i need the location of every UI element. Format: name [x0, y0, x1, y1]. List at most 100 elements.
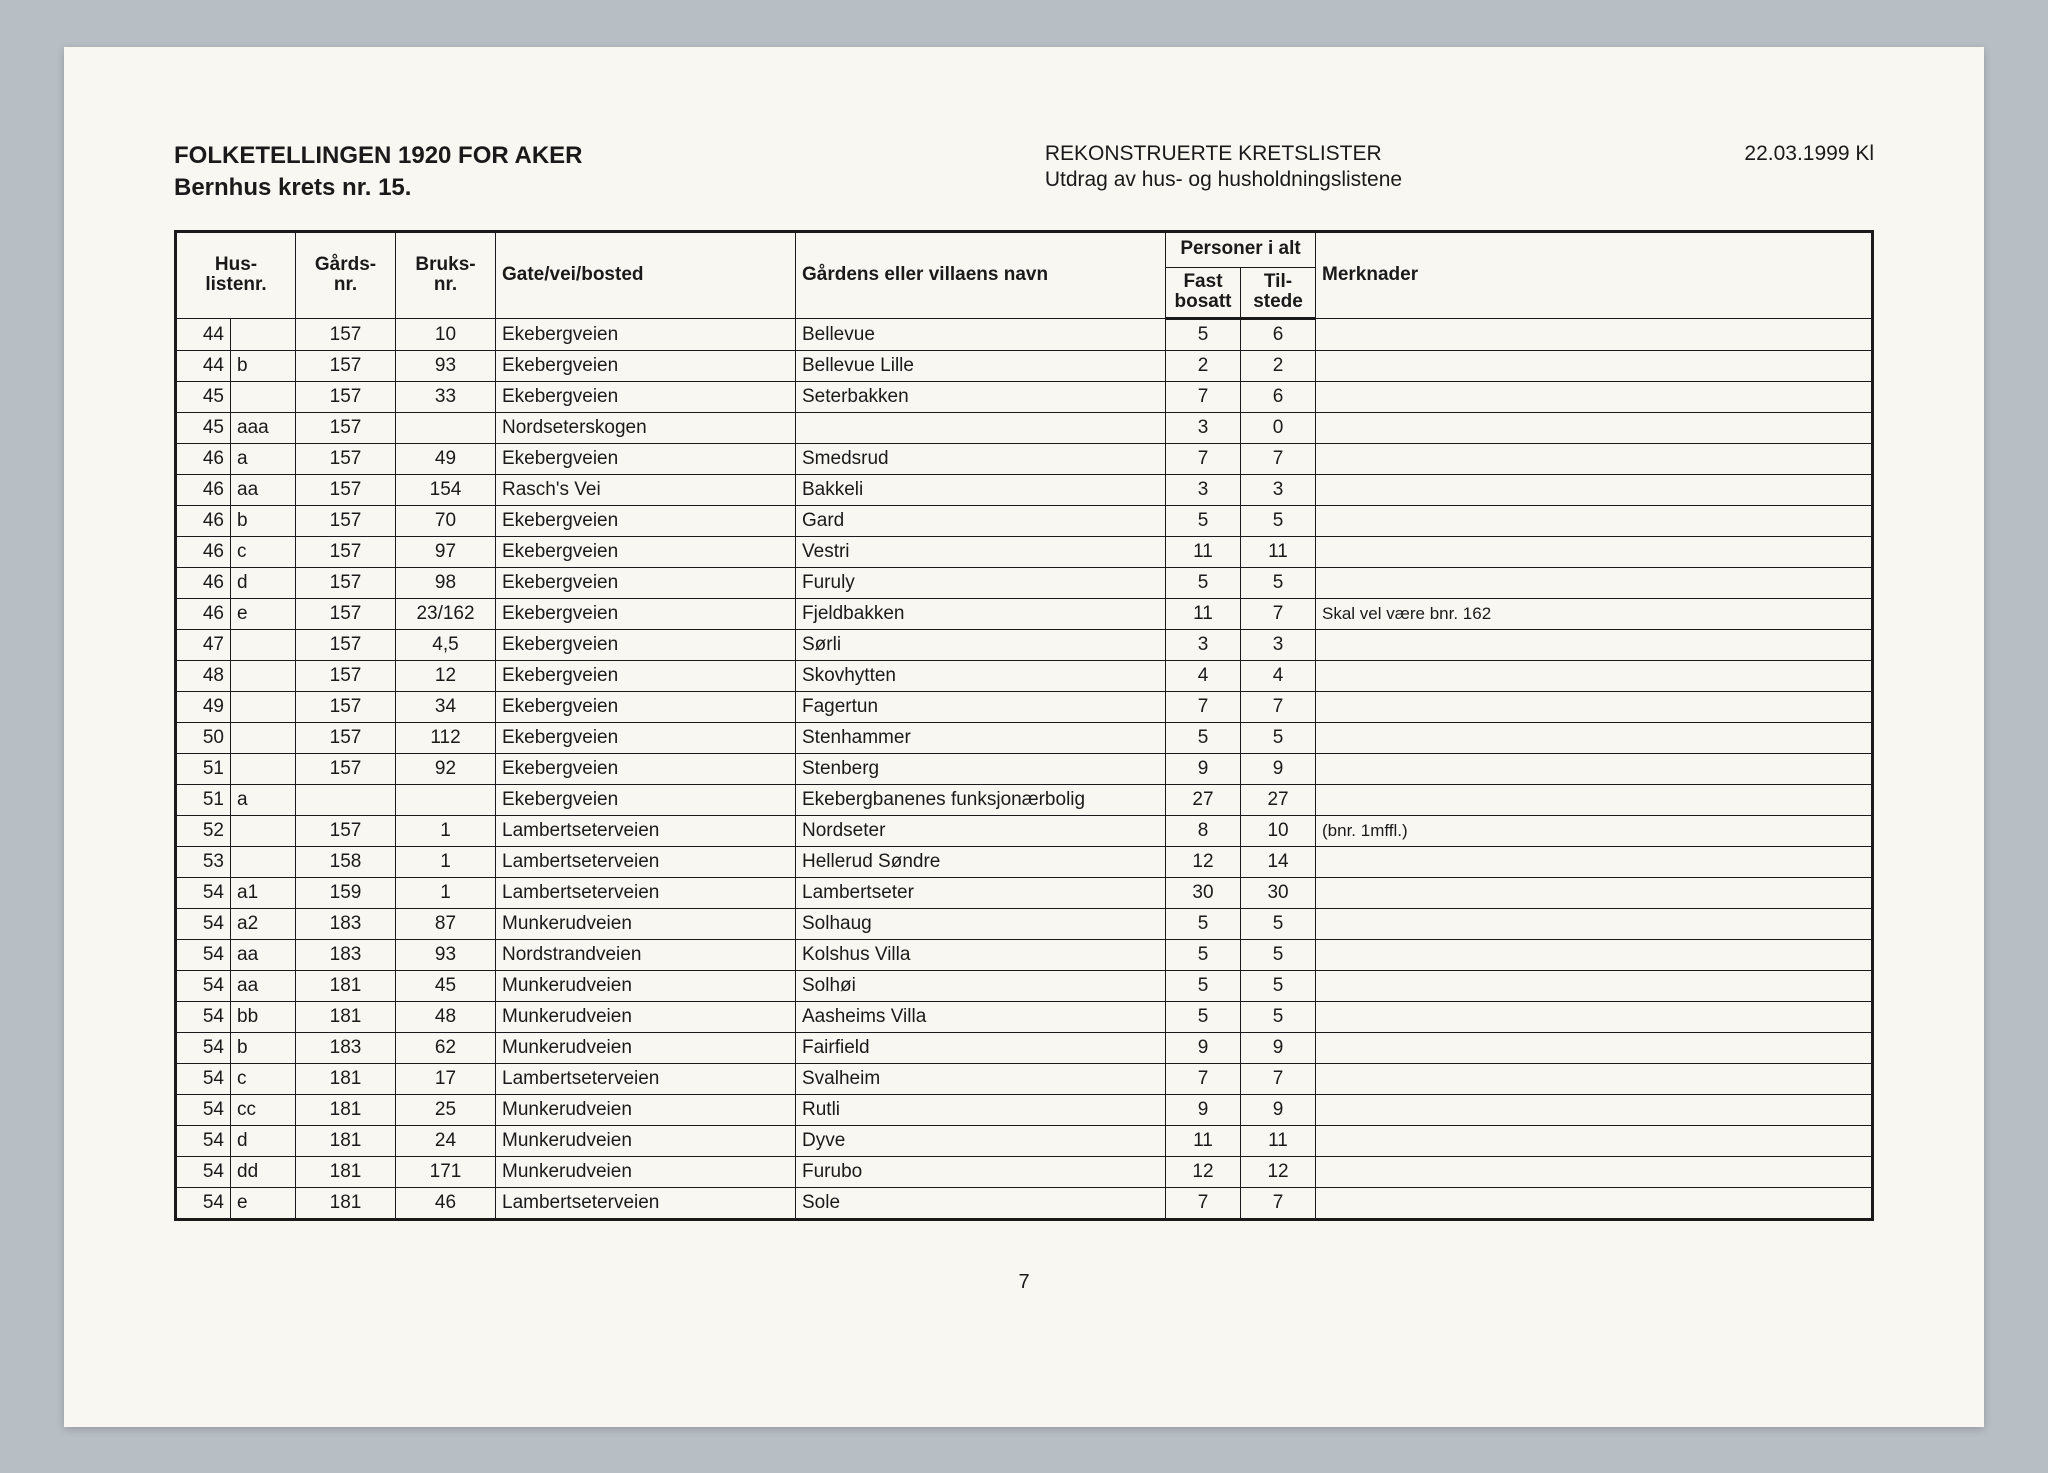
- table-cell: aa: [231, 475, 296, 506]
- table-cell: [231, 723, 296, 754]
- table-cell: [1316, 351, 1873, 382]
- table-cell: aa: [231, 940, 296, 971]
- table-cell: [1316, 940, 1873, 971]
- table-cell: [1316, 785, 1873, 816]
- table-cell: 157: [296, 319, 396, 351]
- table-cell: 54: [176, 940, 231, 971]
- table-cell: 5: [1166, 971, 1241, 1002]
- table-row: 4515733EkebergveienSeterbakken76: [176, 382, 1873, 413]
- table-cell: 0: [1241, 413, 1316, 444]
- table-row: 5115792EkebergveienStenberg99: [176, 754, 1873, 785]
- table-cell: 157: [296, 475, 396, 506]
- table-cell: Lambertseterveien: [496, 1188, 796, 1220]
- table-cell: e: [231, 1188, 296, 1220]
- table-row: 46a15749EkebergveienSmedsrud77: [176, 444, 1873, 475]
- table-cell: 17: [396, 1064, 496, 1095]
- table-cell: Bakkeli: [796, 475, 1166, 506]
- table-row: 54bb18148MunkerudveienAasheims Villa55: [176, 1002, 1873, 1033]
- table-cell: 7: [1166, 444, 1241, 475]
- table-cell: 30: [1241, 878, 1316, 909]
- table-cell: 54: [176, 1064, 231, 1095]
- table-cell: 5: [1166, 723, 1241, 754]
- table-cell: 27: [1166, 785, 1241, 816]
- table-cell: [396, 413, 496, 444]
- table-cell: Munkerudveien: [496, 909, 796, 940]
- table-row: 54a11591LambertseterveienLambertseter303…: [176, 878, 1873, 909]
- table-cell: Seterbakken: [796, 382, 1166, 413]
- table-cell: b: [231, 1033, 296, 1064]
- table-cell: 157: [296, 413, 396, 444]
- table-row: 54a218387MunkerudveienSolhaug55: [176, 909, 1873, 940]
- table-cell: 181: [296, 1095, 396, 1126]
- table-cell: Ekebergveien: [496, 754, 796, 785]
- table-row: 46aa157154Rasch's VeiBakkeli33: [176, 475, 1873, 506]
- table-cell: 7: [1166, 692, 1241, 723]
- table-cell: Aasheims Villa: [796, 1002, 1166, 1033]
- table-row: 54b18362MunkerudveienFairfield99: [176, 1033, 1873, 1064]
- table-cell: 5: [1166, 319, 1241, 351]
- table-cell: (bnr. 1mffl.): [1316, 816, 1873, 847]
- table-cell: [231, 661, 296, 692]
- table-cell: 5: [1241, 940, 1316, 971]
- table-cell: [1316, 971, 1873, 1002]
- table-cell: [231, 816, 296, 847]
- table-cell: 4,5: [396, 630, 496, 661]
- table-cell: 93: [396, 940, 496, 971]
- table-cell: Fagertun: [796, 692, 1166, 723]
- table-cell: 92: [396, 754, 496, 785]
- table-cell: 181: [296, 1157, 396, 1188]
- table-cell: Smedsrud: [796, 444, 1166, 475]
- table-cell: 4: [1166, 661, 1241, 692]
- table-cell: Ekebergveien: [496, 319, 796, 351]
- table-row: 46e15723/162EkebergveienFjeldbakken117Sk…: [176, 599, 1873, 630]
- table-cell: 5: [1241, 909, 1316, 940]
- table-cell: 157: [296, 692, 396, 723]
- table-cell: 44: [176, 319, 231, 351]
- table-cell: [1316, 382, 1873, 413]
- table-cell: 171: [396, 1157, 496, 1188]
- table-row: 50157112EkebergveienStenhammer55: [176, 723, 1873, 754]
- table-cell: 5: [1241, 723, 1316, 754]
- table-cell: 53: [176, 847, 231, 878]
- table-cell: dd: [231, 1157, 296, 1188]
- table-cell: Fairfield: [796, 1033, 1166, 1064]
- table-cell: 157: [296, 382, 396, 413]
- header-date: 22.03.1999 Kl: [1744, 142, 1874, 166]
- table-row: 54aa18145MunkerudveienSolhøi55: [176, 971, 1873, 1002]
- table-row: 471574,5EkebergveienSørli33: [176, 630, 1873, 661]
- table-cell: Sole: [796, 1188, 1166, 1220]
- table-cell: Lambertseterveien: [496, 878, 796, 909]
- table-row: 54aa18393NordstrandveienKolshus Villa55: [176, 940, 1873, 971]
- table-cell: [231, 754, 296, 785]
- table-row: 51aEkebergveienEkebergbanenes funksjonær…: [176, 785, 1873, 816]
- table-cell: 93: [396, 351, 496, 382]
- table-cell: 5: [1166, 568, 1241, 599]
- table-cell: Munkerudveien: [496, 1095, 796, 1126]
- table-cell: 45: [176, 382, 231, 413]
- table-cell: 183: [296, 909, 396, 940]
- table-row: 54e18146LambertseterveienSole77: [176, 1188, 1873, 1220]
- table-cell: 46: [176, 506, 231, 537]
- table-cell: Fjeldbakken: [796, 599, 1166, 630]
- table-cell: 5: [1241, 971, 1316, 1002]
- table-cell: 3: [1241, 475, 1316, 506]
- col-merknader: Merknader: [1316, 231, 1873, 319]
- table-cell: Ekebergveien: [496, 351, 796, 382]
- table-cell: cc: [231, 1095, 296, 1126]
- table-cell: [1316, 1033, 1873, 1064]
- col-fast: Fastbosatt: [1166, 267, 1241, 319]
- table-cell: 23/162: [396, 599, 496, 630]
- table-cell: Rasch's Vei: [496, 475, 796, 506]
- table-cell: 181: [296, 971, 396, 1002]
- table-cell: 46: [396, 1188, 496, 1220]
- table-cell: 1: [396, 847, 496, 878]
- table-cell: a1: [231, 878, 296, 909]
- table-cell: 47: [176, 630, 231, 661]
- table-row: 54cc18125MunkerudveienRutli99: [176, 1095, 1873, 1126]
- col-tilstede: Til-stede: [1241, 267, 1316, 319]
- table-cell: 12: [1166, 1157, 1241, 1188]
- table-cell: 7: [1241, 692, 1316, 723]
- table-cell: Vestri: [796, 537, 1166, 568]
- table-cell: Munkerudveien: [496, 1157, 796, 1188]
- table-cell: aa: [231, 971, 296, 1002]
